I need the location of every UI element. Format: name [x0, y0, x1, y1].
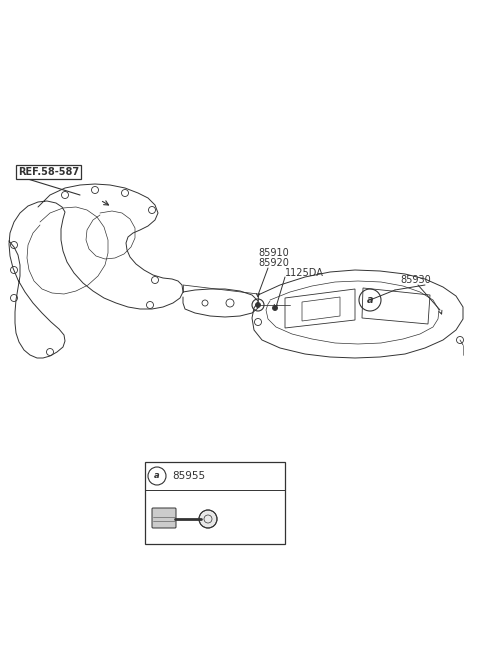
Text: 85920: 85920: [258, 258, 289, 268]
Circle shape: [273, 306, 277, 310]
Bar: [145, 462, 285, 544]
Text: a: a: [367, 295, 373, 305]
Text: 85930: 85930: [400, 275, 431, 285]
FancyBboxPatch shape: [152, 508, 176, 528]
Text: REF.58-587: REF.58-587: [18, 167, 79, 177]
Text: 85955: 85955: [172, 471, 205, 481]
Circle shape: [199, 510, 217, 528]
Circle shape: [255, 302, 261, 308]
Text: 85910: 85910: [258, 248, 289, 258]
Text: 1125DA: 1125DA: [285, 268, 324, 278]
Text: a: a: [154, 472, 160, 480]
